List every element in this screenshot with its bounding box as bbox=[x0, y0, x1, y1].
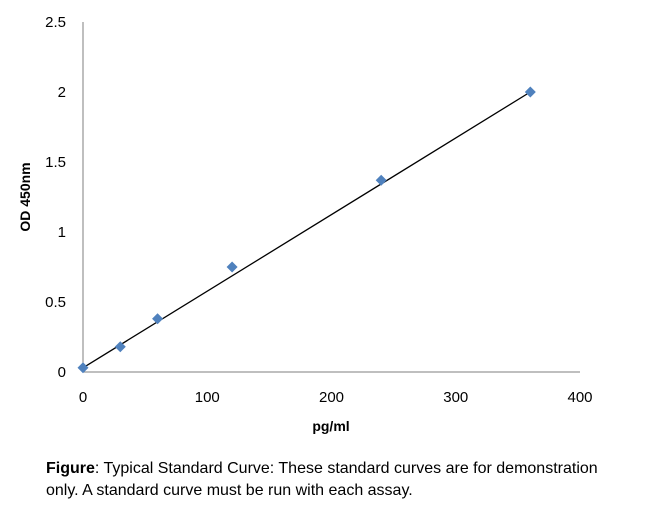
caption-text: : Typical Standard Curve: These standard… bbox=[46, 460, 598, 499]
x-tick-label: 0 bbox=[79, 389, 87, 406]
figure-caption: Figure: Typical Standard Curve: These st… bbox=[46, 458, 626, 502]
x-tick-label: 200 bbox=[319, 389, 344, 406]
x-tick-label: 100 bbox=[195, 389, 220, 406]
x-tick-labels: 0 100 200 300 400 bbox=[79, 389, 593, 406]
trendline bbox=[82, 91, 531, 369]
y-tick-label: 2 bbox=[58, 84, 66, 101]
data-point bbox=[226, 261, 238, 273]
y-tick-label: 1 bbox=[58, 224, 66, 241]
caption-label: Figure bbox=[46, 460, 95, 477]
data-point bbox=[152, 313, 164, 325]
y-axis-title: OD 450nm bbox=[17, 162, 33, 231]
data-point bbox=[77, 362, 89, 374]
data-points bbox=[77, 86, 536, 374]
y-tick-labels: 0 0.5 1 1.5 2 2.5 bbox=[45, 14, 66, 381]
axes bbox=[82, 22, 580, 373]
standard-curve-chart: 0 0.5 1 1.5 2 2.5 0 100 200 300 400 OD 450nm pg/m… bbox=[17, 14, 593, 434]
data-point bbox=[114, 341, 126, 353]
y-tick-label: 2.5 bbox=[45, 14, 66, 31]
data-point bbox=[524, 86, 536, 98]
data-point bbox=[375, 174, 387, 186]
x-tick-label: 300 bbox=[443, 389, 468, 406]
x-axis-title: pg/ml bbox=[312, 418, 349, 434]
y-tick-label: 0 bbox=[58, 364, 66, 381]
x-tick-label: 400 bbox=[567, 389, 592, 406]
trendline-layer bbox=[82, 91, 531, 369]
y-tick-label: 1.5 bbox=[45, 154, 66, 171]
y-tick-label: 0.5 bbox=[45, 294, 66, 311]
